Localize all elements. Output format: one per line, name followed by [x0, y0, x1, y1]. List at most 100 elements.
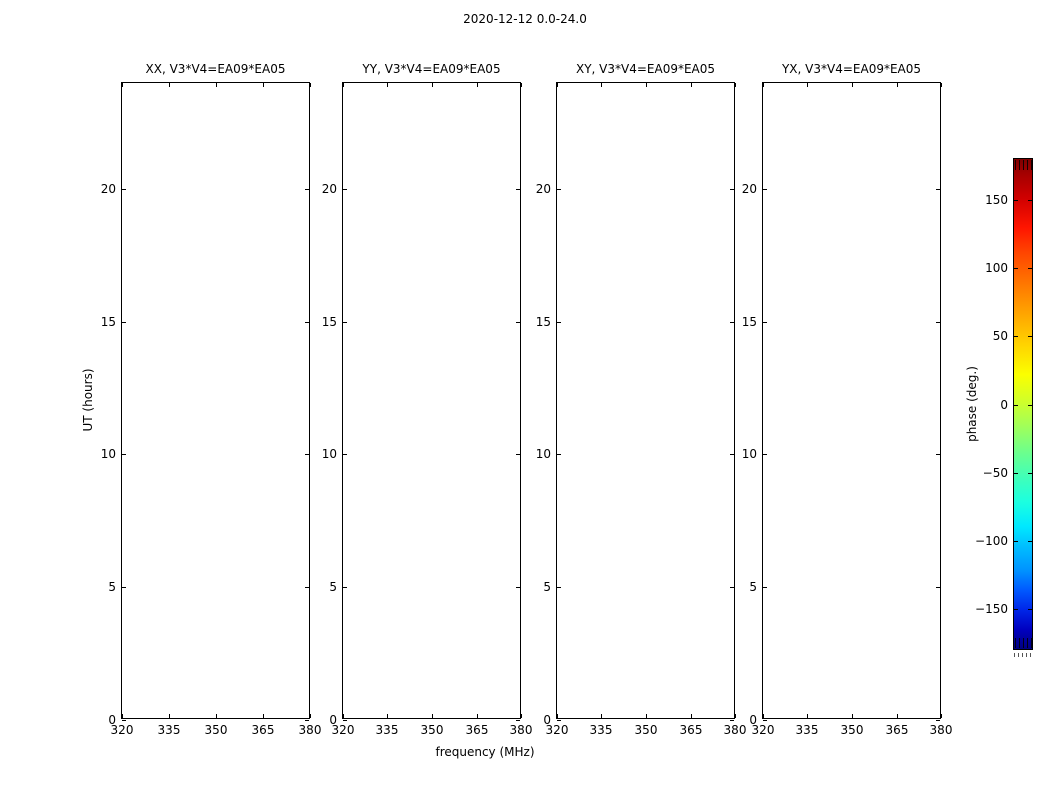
colorbar-tick	[1028, 541, 1032, 542]
xtick-bottom	[122, 714, 123, 718]
colorbar-ticklabel: 100	[985, 261, 1008, 275]
yticklabel: 20	[741, 182, 757, 196]
xtick-bottom	[601, 714, 602, 718]
colorbar-over-cap	[1015, 160, 1033, 170]
panel-xx-plot-area[interactable]: 320 335 350 365 380 0 5 10 15 20	[101, 82, 321, 737]
ytick-left	[763, 454, 767, 455]
colorbar-ticklabel: −100	[975, 534, 1008, 548]
yticklabel: 15	[741, 315, 757, 329]
yticklabel: 20	[535, 182, 551, 196]
xtick-top	[387, 83, 388, 87]
ytick-left	[763, 587, 767, 588]
xticklabel: 365	[251, 723, 275, 737]
panel-yy: YY, V3*V4=EA09*EA05 320 335 350 365 380 …	[322, 62, 533, 737]
yticklabel: 10	[741, 447, 757, 461]
y-axis-label: UT (hours)	[81, 368, 95, 432]
xtick-top	[557, 83, 558, 87]
xtick-bottom	[521, 714, 522, 718]
ytick-left	[763, 189, 767, 190]
colorbar-ticklabel: −50	[982, 466, 1008, 480]
xtick-top	[122, 83, 123, 87]
ytick-left	[557, 189, 561, 190]
xticklabel: 320	[110, 723, 134, 737]
colorbar-underflow-marks	[1014, 653, 1032, 657]
ytick-right	[516, 587, 520, 588]
xticklabel: 380	[509, 723, 533, 737]
ytick-left	[343, 322, 347, 323]
yticklabel: 0	[108, 713, 116, 727]
xticklabel: 320	[331, 723, 355, 737]
xtick-bottom	[557, 714, 558, 718]
panel-xy-title: XY, V3*V4=EA09*EA05	[575, 62, 716, 76]
colorbar-gradient: 150 100 50 0 −50 −100 −150	[975, 158, 1033, 650]
xticklabel: 365	[679, 723, 703, 737]
xtick-bottom	[763, 714, 764, 718]
panel-xx-title: XX, V3*V4=EA09*EA05	[145, 62, 286, 76]
ytick-right	[730, 322, 734, 323]
xticklabel: 350	[204, 723, 228, 737]
yticklabel: 10	[321, 447, 337, 461]
colorbar-ticklabel: 0	[1000, 398, 1008, 412]
colorbar-tick-inner	[1014, 268, 1018, 269]
ytick-left	[343, 189, 347, 190]
colorbar-tick-inner	[1014, 200, 1018, 201]
ytick-right	[516, 322, 520, 323]
xtick-bottom	[646, 714, 647, 718]
yticklabel: 0	[543, 713, 551, 727]
yticklabel: 5	[749, 580, 757, 594]
ytick-right	[305, 587, 309, 588]
xtick-bottom	[897, 714, 898, 718]
xtick-top	[691, 83, 692, 87]
colorbar-ticklabel: 50	[992, 329, 1008, 343]
xticklabel: 365	[885, 723, 909, 737]
xtick-bottom	[807, 714, 808, 718]
xtick-top	[216, 83, 217, 87]
xtick-top	[169, 83, 170, 87]
colorbar-under-cap	[1015, 638, 1033, 648]
yticklabel: 5	[543, 580, 551, 594]
colorbar-tick	[1028, 405, 1032, 406]
colorbar[interactable]: 150 100 50 0 −50 −100 −150	[975, 158, 1033, 650]
xtick-bottom	[691, 714, 692, 718]
colorbar-tick-inner	[1014, 336, 1018, 337]
xtick-bottom	[735, 714, 736, 718]
xtick-bottom	[169, 714, 170, 718]
xtick-top	[477, 83, 478, 87]
xtick-top	[852, 83, 853, 87]
ytick-left	[122, 720, 126, 721]
ytick-right	[936, 587, 940, 588]
xtick-bottom	[941, 714, 942, 718]
ytick-right	[305, 454, 309, 455]
ytick-right	[516, 189, 520, 190]
xtick-bottom	[477, 714, 478, 718]
ytick-right	[936, 189, 940, 190]
xtick-top	[310, 83, 311, 87]
panel-yx-title: YX, V3*V4=EA09*EA05	[781, 62, 922, 76]
xtick-bottom	[310, 714, 311, 718]
ytick-left	[763, 322, 767, 323]
panel-yx: YX, V3*V4=EA09*EA05 320 335 350 365 380 …	[742, 62, 953, 737]
yticklabel: 15	[535, 315, 551, 329]
xtick-top	[432, 83, 433, 87]
ytick-right	[516, 720, 520, 721]
panel-xx: XX, V3*V4=EA09*EA05 320 335 350 365 380 …	[101, 62, 322, 737]
panel-yy-plot-area[interactable]: 320 335 350 365 380 0 5 10 15 20	[322, 82, 532, 737]
panel-yx-plot-area[interactable]: 320 335 350 365 380 0 5 10 15 20	[742, 82, 952, 737]
ytick-left	[557, 720, 561, 721]
xticklabel: 335	[795, 723, 819, 737]
ytick-left	[763, 720, 767, 721]
ytick-right	[305, 189, 309, 190]
ytick-right	[936, 322, 940, 323]
ytick-right	[730, 587, 734, 588]
ytick-left	[122, 322, 126, 323]
panel-xy-plot-area[interactable]: 320 335 350 365 380 0 5 10 15 20	[536, 82, 746, 737]
xtick-top	[735, 83, 736, 87]
ytick-left	[343, 720, 347, 721]
xtick-bottom	[432, 714, 433, 718]
xtick-bottom	[263, 714, 264, 718]
yticklabel: 20	[321, 182, 337, 196]
ytick-right	[730, 454, 734, 455]
xticklabel: 380	[298, 723, 322, 737]
ytick-right	[305, 322, 309, 323]
xtick-top	[521, 83, 522, 87]
